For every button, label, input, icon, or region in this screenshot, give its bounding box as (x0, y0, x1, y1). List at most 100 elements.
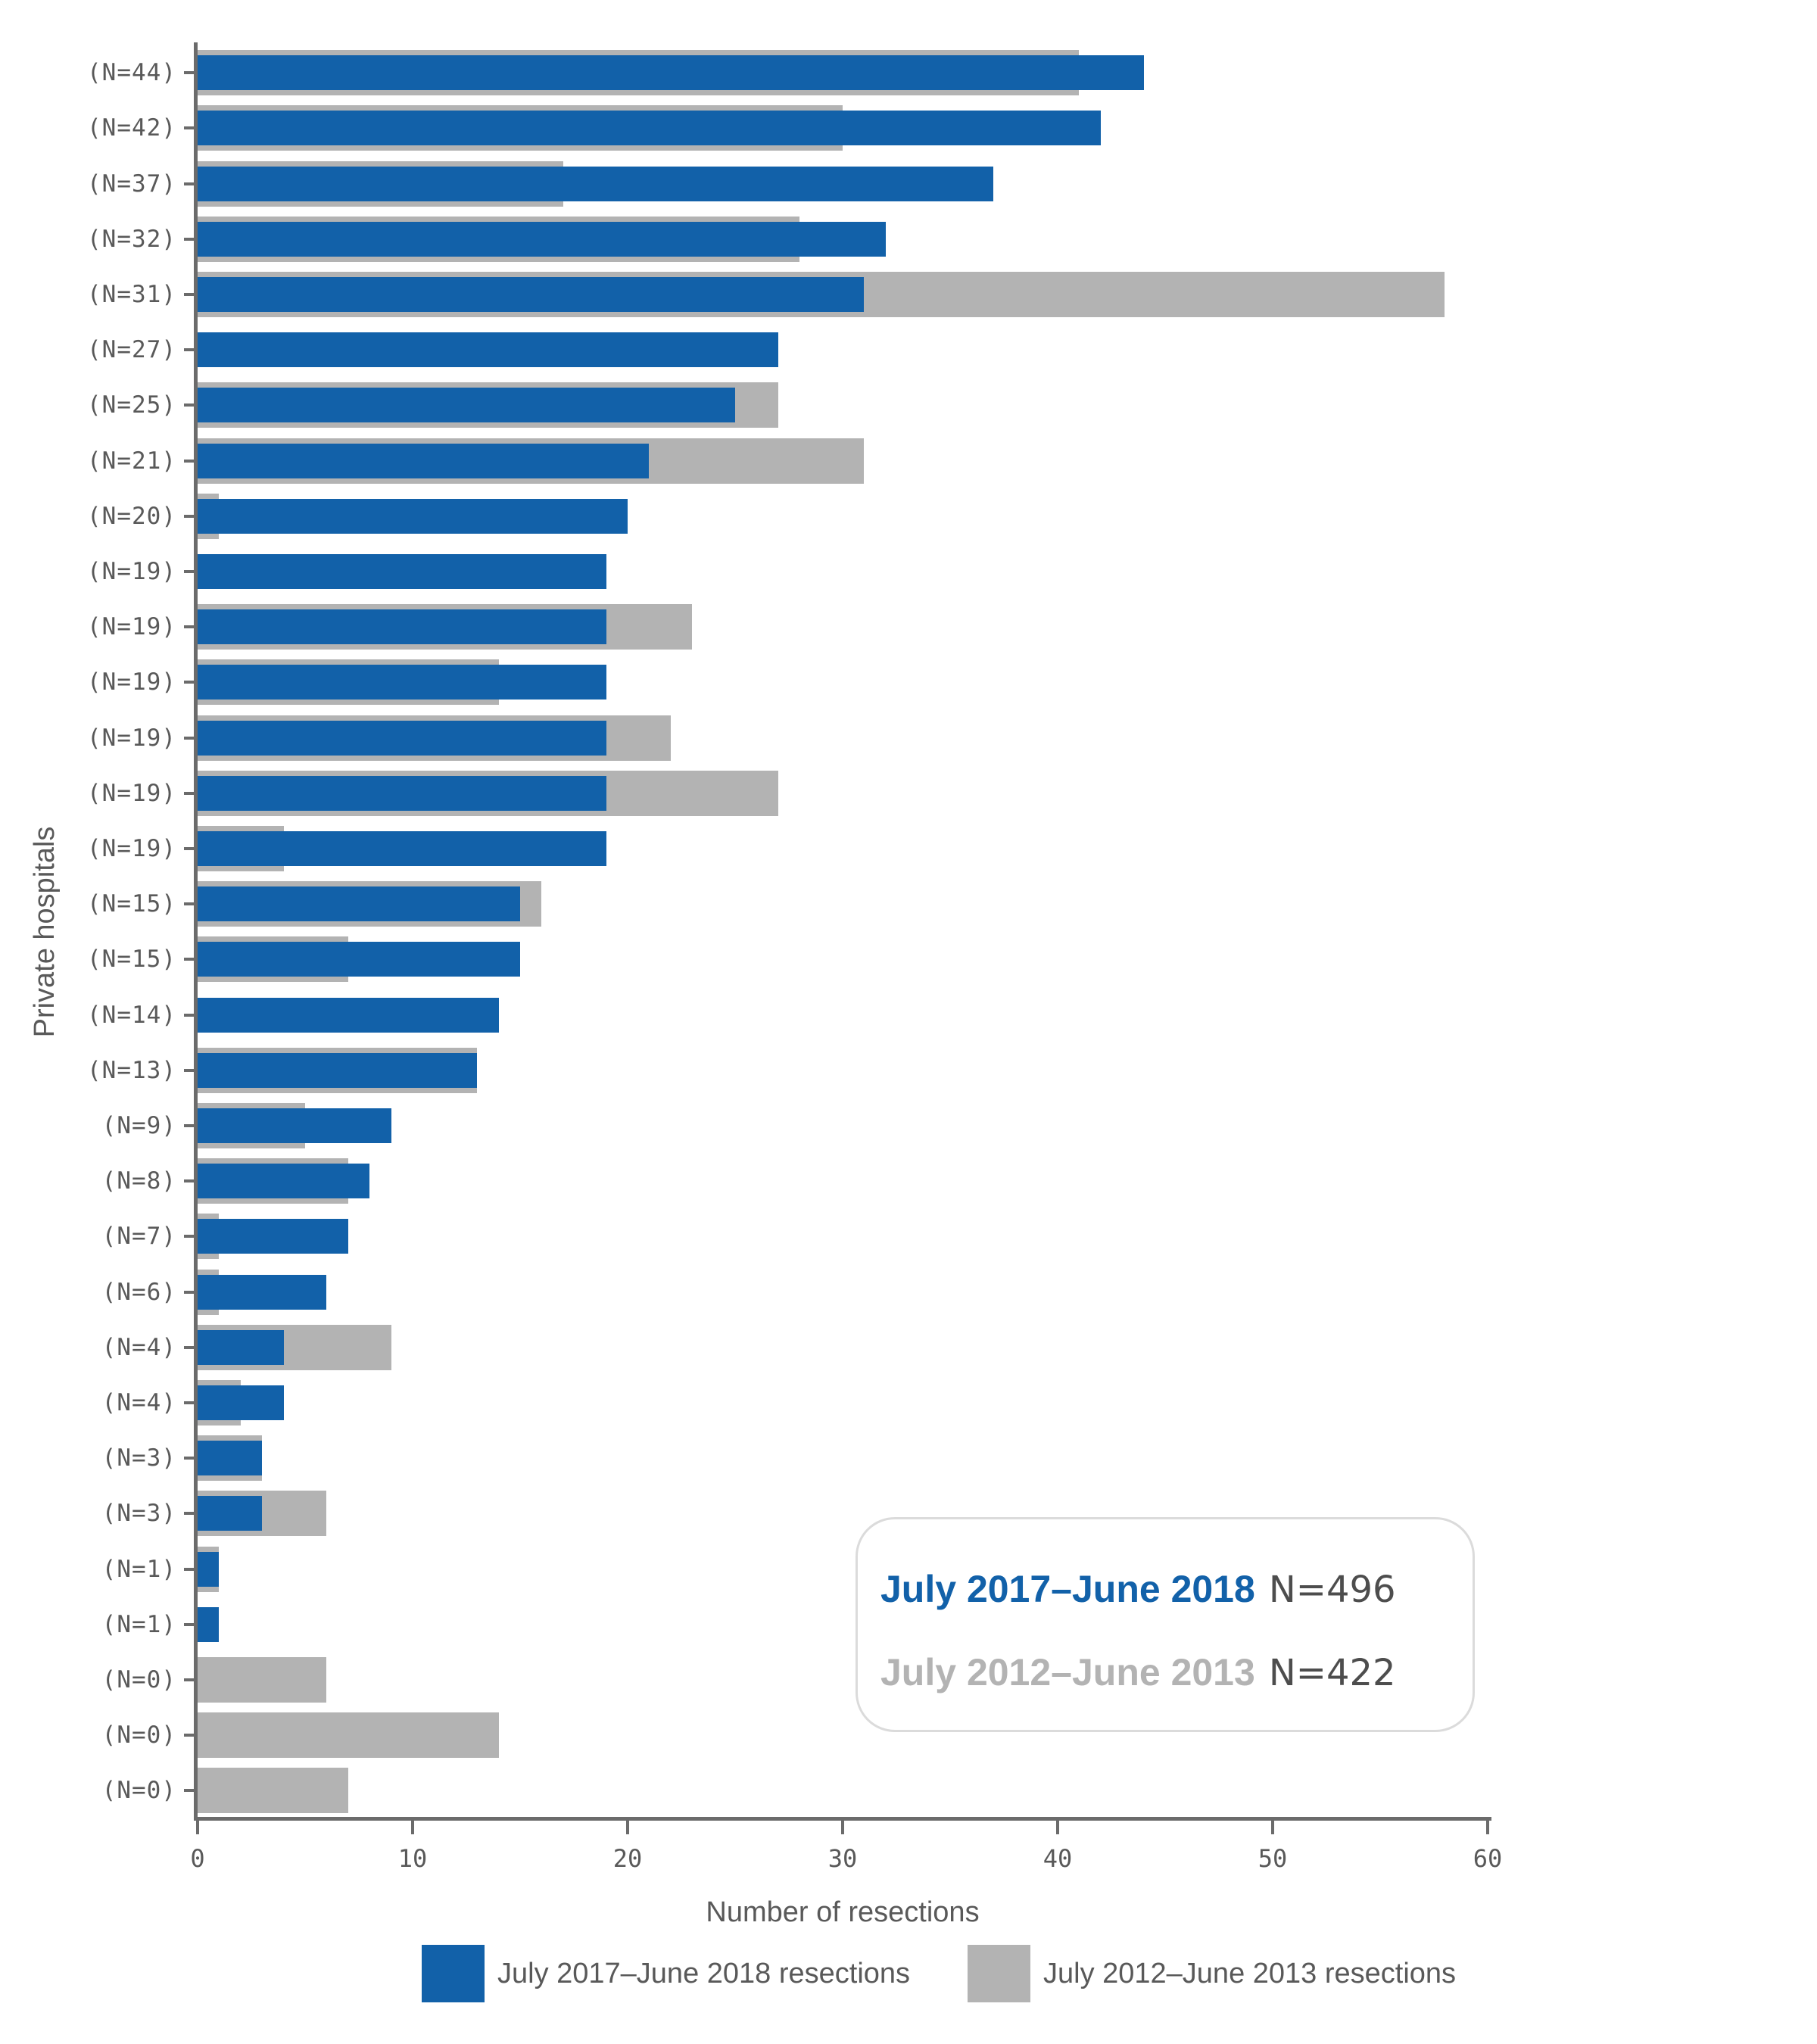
bar-2017-18 (198, 277, 865, 312)
y-axis-label: (N=21) (87, 447, 176, 475)
y-axis-tick (184, 1734, 196, 1737)
y-axis-label: (N=19) (87, 779, 176, 807)
y-axis-tick (184, 514, 196, 518)
inset-legend-line-2018: July 2017–June 2018 N=496 (880, 1567, 1396, 1611)
y-axis-tick (184, 182, 196, 185)
y-axis-tick (184, 1235, 196, 1239)
y-axis-label: (N=25) (87, 391, 176, 419)
inset-legend-period-2018: July 2017–June 2018 (880, 1568, 1255, 1610)
y-axis-label: (N=14) (87, 1001, 176, 1029)
bar-2017-18 (198, 1496, 263, 1531)
y-axis-tick (184, 958, 196, 961)
y-axis-label: (N=19) (87, 724, 176, 752)
y-axis-tick (184, 1622, 196, 1626)
y-axis-label: (N=0) (101, 1722, 176, 1750)
inset-legend-line-2013: July 2012–June 2013 N=422 (880, 1650, 1396, 1694)
bar-2017-18 (198, 111, 1101, 146)
bar-2012-13 (198, 1768, 348, 1814)
inset-legend-n-2018: N=496 (1268, 1569, 1396, 1611)
x-axis-tick-label: 50 (1258, 1844, 1288, 1873)
y-axis-label: (N=19) (87, 835, 176, 862)
y-axis-label: (N=1) (101, 1610, 176, 1638)
y-axis-label: (N=4) (101, 1333, 176, 1361)
y-axis-label: (N=15) (87, 946, 176, 974)
bar-2017-18 (198, 1164, 370, 1199)
x-axis-tick (1056, 1819, 1059, 1834)
x-axis-tick (626, 1819, 629, 1834)
y-axis-label: (N=1) (101, 1555, 176, 1583)
x-axis-tick (841, 1819, 844, 1834)
legend-label-2013: July 2012–June 2013 resections (1043, 1957, 1457, 1989)
x-axis-tick-label: 30 (827, 1844, 858, 1873)
bar-2017-18 (198, 942, 520, 977)
y-axis-label: (N=27) (87, 336, 176, 364)
legend-swatch-2018 (422, 1945, 485, 2002)
bar-2017-18 (198, 388, 735, 423)
bar-2017-18 (198, 498, 628, 534)
y-axis-tick (184, 1290, 196, 1294)
bar-2017-18 (198, 997, 499, 1033)
x-axis-tick (411, 1819, 414, 1834)
y-axis-label: (N=0) (101, 1777, 176, 1805)
y-axis-label: (N=20) (87, 502, 176, 530)
y-axis-title: Private hospitals (29, 826, 61, 1038)
y-axis-tick (184, 1345, 196, 1349)
y-axis-label: (N=37) (87, 170, 176, 198)
y-axis-tick (184, 1179, 196, 1183)
y-axis-label: (N=13) (87, 1056, 176, 1084)
bar-2017-18 (198, 221, 886, 257)
y-axis-tick (184, 1401, 196, 1404)
bar-2017-18 (198, 1329, 284, 1365)
x-axis-tick-label: 20 (612, 1844, 643, 1873)
bar-2017-18 (198, 55, 1144, 91)
y-axis-label: (N=9) (101, 1112, 176, 1139)
inset-legend-n-2013: N=422 (1268, 1652, 1396, 1694)
x-axis-tick (196, 1819, 199, 1834)
y-axis-label: (N=44) (87, 59, 176, 87)
x-axis-tick-label: 60 (1473, 1844, 1503, 1873)
y-axis-line (194, 42, 198, 1821)
y-axis-label: (N=19) (87, 558, 176, 585)
y-axis-tick (184, 1457, 196, 1460)
bar-2017-18 (198, 720, 606, 756)
y-axis-label: (N=7) (101, 1223, 176, 1251)
y-axis-label: (N=8) (101, 1167, 176, 1195)
x-axis-tick-label: 10 (397, 1844, 428, 1873)
y-axis-tick (184, 1068, 196, 1072)
bar-2017-18 (198, 1441, 263, 1476)
y-axis-label: (N=6) (101, 1278, 176, 1306)
bar-2017-18 (198, 1219, 348, 1254)
y-axis-label: (N=0) (101, 1666, 176, 1693)
y-axis-label: (N=15) (87, 890, 176, 918)
bar-2017-18 (198, 1052, 478, 1088)
bar-2017-18 (198, 443, 650, 478)
x-axis-line (194, 1817, 1491, 1821)
legend-label-2018: July 2017–June 2018 resections (497, 1957, 911, 1989)
bar-2012-13 (198, 1657, 327, 1703)
y-axis-tick (184, 1512, 196, 1516)
y-axis-tick (184, 237, 196, 241)
bar-2017-18 (198, 886, 520, 922)
y-axis-tick (184, 791, 196, 795)
bar-2017-18 (198, 1108, 391, 1143)
bar-2017-18 (198, 665, 606, 700)
bar-2017-18 (198, 1274, 327, 1310)
y-axis-label: (N=42) (87, 114, 176, 142)
y-axis-tick (184, 1013, 196, 1017)
bar-2012-13 (198, 1712, 499, 1759)
y-axis-label: (N=19) (87, 613, 176, 641)
y-axis-tick (184, 126, 196, 130)
bar-2017-18 (198, 609, 606, 645)
bar-2017-18 (198, 332, 778, 368)
y-axis-tick (184, 1789, 196, 1793)
y-axis-tick (184, 902, 196, 906)
y-axis-label: (N=32) (87, 225, 176, 253)
x-axis-tick-label: 0 (190, 1844, 205, 1873)
y-axis-tick (184, 459, 196, 463)
y-axis-tick (184, 71, 196, 75)
y-axis-tick (184, 570, 196, 573)
x-axis-tick (1486, 1819, 1489, 1834)
y-axis-tick (184, 348, 196, 352)
y-axis-tick (184, 293, 196, 296)
bar-2017-18 (198, 831, 606, 866)
